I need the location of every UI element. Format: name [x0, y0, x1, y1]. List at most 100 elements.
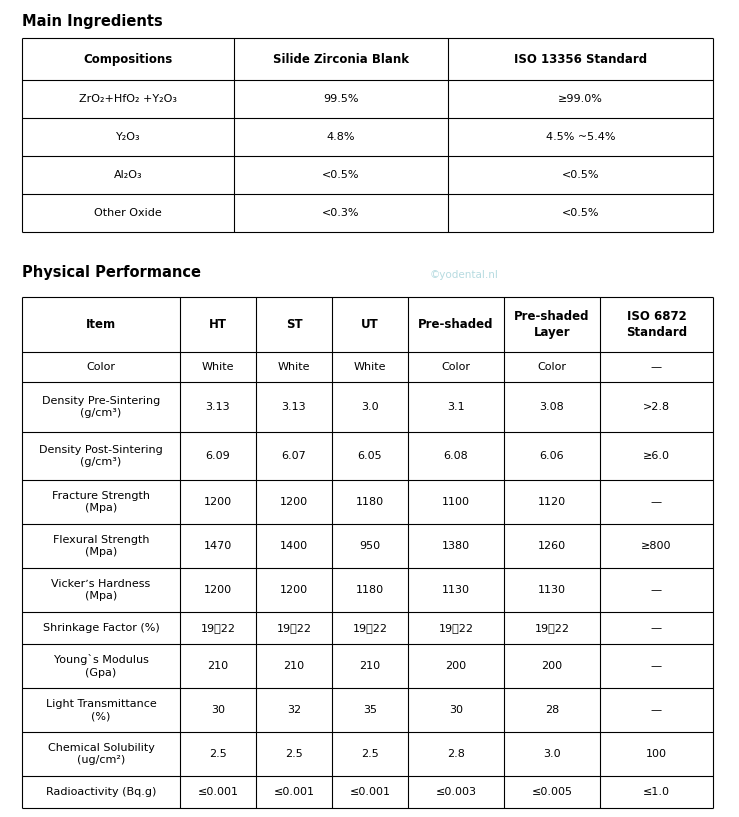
- Text: 1470: 1470: [204, 541, 232, 551]
- Text: Vickerʼs Hardness
(Mpa): Vickerʼs Hardness (Mpa): [52, 578, 151, 601]
- Text: 6.06: 6.06: [539, 451, 565, 461]
- Text: ≥99.0%: ≥99.0%: [558, 94, 603, 104]
- Text: 1400: 1400: [280, 541, 308, 551]
- Text: 1200: 1200: [280, 585, 308, 595]
- Text: Pre-shaded: Pre-shaded: [418, 318, 494, 331]
- Text: 3.0: 3.0: [361, 402, 379, 412]
- Text: 1100: 1100: [442, 497, 470, 507]
- Text: 2.5: 2.5: [285, 749, 303, 759]
- Text: Young`s Modulus
(Gpa): Young`s Modulus (Gpa): [53, 654, 149, 677]
- Text: Compositions: Compositions: [84, 52, 173, 65]
- Text: 6.07: 6.07: [282, 451, 307, 461]
- Text: Density Post-Sintering
(g/cm³): Density Post-Sintering (g/cm³): [39, 444, 163, 467]
- Text: Y₂O₃: Y₂O₃: [116, 132, 140, 142]
- Text: ISO 6872
Standard: ISO 6872 Standard: [626, 310, 687, 339]
- Text: <0.5%: <0.5%: [562, 208, 599, 218]
- Text: 210: 210: [284, 661, 304, 671]
- Text: Color: Color: [86, 362, 115, 372]
- Text: 950: 950: [359, 541, 381, 551]
- Text: ≥800: ≥800: [641, 541, 672, 551]
- Text: <0.5%: <0.5%: [322, 170, 360, 180]
- Text: —: —: [651, 661, 662, 671]
- Text: White: White: [354, 362, 386, 372]
- Text: —: —: [651, 623, 662, 633]
- Text: 1260: 1260: [538, 541, 566, 551]
- Text: 99.5%: 99.5%: [323, 94, 358, 104]
- Text: 210: 210: [208, 661, 228, 671]
- Text: 3.1: 3.1: [447, 402, 465, 412]
- Text: 19～22: 19～22: [200, 623, 236, 633]
- Text: 3.13: 3.13: [205, 402, 231, 412]
- Text: Chemical Solubility
(ug/cm²): Chemical Solubility (ug/cm²): [47, 743, 154, 766]
- Text: 28: 28: [545, 705, 559, 715]
- Text: Flexural Strength
(Mpa): Flexural Strength (Mpa): [52, 535, 149, 557]
- Text: Pre-shaded
Layer: Pre-shaded Layer: [514, 310, 590, 339]
- Text: HT: HT: [209, 318, 227, 331]
- Text: 4.5% ~5.4%: 4.5% ~5.4%: [545, 132, 616, 142]
- Text: 19～22: 19～22: [438, 623, 474, 633]
- Text: Silide Zirconia Blank: Silide Zirconia Blank: [273, 52, 409, 65]
- Text: 3.0: 3.0: [543, 749, 561, 759]
- Text: ≤1.0: ≤1.0: [643, 787, 670, 797]
- Text: ZrO₂+HfO₂ +Y₂O₃: ZrO₂+HfO₂ +Y₂O₃: [79, 94, 177, 104]
- Text: 3.08: 3.08: [539, 402, 565, 412]
- Text: 30: 30: [211, 705, 225, 715]
- Text: 200: 200: [446, 661, 466, 671]
- Text: <0.5%: <0.5%: [562, 170, 599, 180]
- Text: Item: Item: [86, 318, 116, 331]
- Text: Al₂O₃: Al₂O₃: [114, 170, 143, 180]
- Text: 6.08: 6.08: [443, 451, 469, 461]
- Text: Main Ingredients: Main Ingredients: [22, 14, 163, 29]
- Text: Light Transmittance
(%): Light Transmittance (%): [46, 699, 157, 721]
- Text: 19～22: 19～22: [276, 623, 312, 633]
- Text: ≤0.005: ≤0.005: [531, 787, 573, 797]
- Text: 2.5: 2.5: [209, 749, 227, 759]
- Text: 1380: 1380: [442, 541, 470, 551]
- Text: ≤0.003: ≤0.003: [435, 787, 477, 797]
- Text: 1180: 1180: [356, 497, 384, 507]
- Text: ≥6.0: ≥6.0: [643, 451, 670, 461]
- Text: Physical Performance: Physical Performance: [22, 265, 201, 280]
- Text: —: —: [651, 585, 662, 595]
- Text: ≤0.001: ≤0.001: [273, 787, 315, 797]
- Text: <0.3%: <0.3%: [322, 208, 360, 218]
- Text: 1130: 1130: [442, 585, 470, 595]
- Text: ©yodental.nl: ©yodental.nl: [430, 270, 499, 280]
- Text: 6.09: 6.09: [205, 451, 231, 461]
- Text: UT: UT: [361, 318, 379, 331]
- Text: 3.13: 3.13: [282, 402, 306, 412]
- Text: 1130: 1130: [538, 585, 566, 595]
- Text: 2.8: 2.8: [447, 749, 465, 759]
- Text: White: White: [202, 362, 234, 372]
- Text: Density Pre-Sintering
(g/cm³): Density Pre-Sintering (g/cm³): [42, 395, 160, 418]
- Text: Color: Color: [441, 362, 471, 372]
- Text: 30: 30: [449, 705, 463, 715]
- Text: 1120: 1120: [538, 497, 566, 507]
- Text: —: —: [651, 362, 662, 372]
- Text: Shrinkage Factor (%): Shrinkage Factor (%): [43, 623, 160, 633]
- Text: 100: 100: [646, 749, 667, 759]
- Text: 4.8%: 4.8%: [327, 132, 355, 142]
- Text: 200: 200: [542, 661, 562, 671]
- Text: ST: ST: [286, 318, 302, 331]
- Text: ≤0.001: ≤0.001: [350, 787, 390, 797]
- Text: 19～22: 19～22: [534, 623, 570, 633]
- Text: ≤0.001: ≤0.001: [197, 787, 239, 797]
- Text: —: —: [651, 497, 662, 507]
- Text: 1200: 1200: [204, 497, 232, 507]
- Text: 6.05: 6.05: [358, 451, 382, 461]
- Text: 1180: 1180: [356, 585, 384, 595]
- Text: White: White: [278, 362, 310, 372]
- Text: 19～22: 19～22: [353, 623, 387, 633]
- Text: Other Oxide: Other Oxide: [94, 208, 162, 218]
- Text: >2.8: >2.8: [643, 402, 670, 412]
- Text: 35: 35: [363, 705, 377, 715]
- Text: 1200: 1200: [280, 497, 308, 507]
- Text: Color: Color: [537, 362, 567, 372]
- Text: —: —: [651, 705, 662, 715]
- Text: 32: 32: [287, 705, 301, 715]
- Text: Radioactivity (Bq.g): Radioactivity (Bq.g): [46, 787, 156, 797]
- Text: Fracture Strength
(Mpa): Fracture Strength (Mpa): [52, 491, 150, 513]
- Text: 1200: 1200: [204, 585, 232, 595]
- Text: 2.5: 2.5: [361, 749, 379, 759]
